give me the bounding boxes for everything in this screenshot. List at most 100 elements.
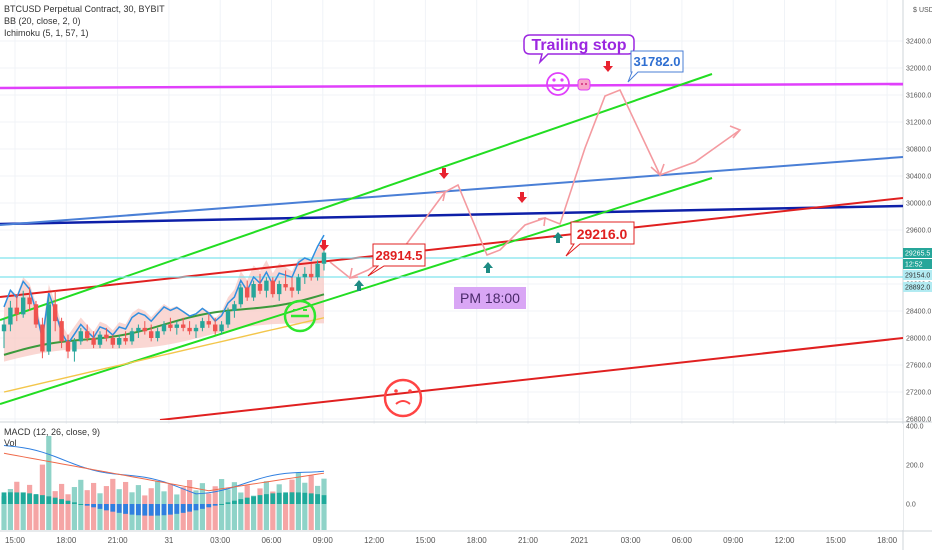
- pig-icon: [577, 78, 591, 91]
- candle: [187, 321, 192, 335]
- axes: $ USD32400.032000.031600.031200.030800.03…: [5, 7, 932, 545]
- candle: [219, 321, 224, 335]
- time-tick-label: 31: [164, 536, 173, 545]
- volume-bar: [257, 488, 263, 530]
- candle: [245, 280, 250, 301]
- candle: [283, 270, 288, 291]
- neutral-face-icon: [283, 299, 317, 333]
- candle: [65, 334, 71, 359]
- macd-histogram-bar: [206, 504, 212, 508]
- price-tick-label: 32000.0: [906, 66, 931, 73]
- macd-histogram-bar: [289, 492, 295, 504]
- macd-histogram-bar: [225, 502, 231, 504]
- volume-bar: [1, 496, 7, 530]
- price-tick-label: 27600.0: [906, 363, 931, 370]
- price-badge-text: 12:52: [905, 262, 923, 269]
- volume-bar: [46, 435, 52, 530]
- macd-histogram-bar: [174, 504, 180, 514]
- macd-histogram-bar: [72, 502, 77, 504]
- macd-histogram-bar: [244, 497, 250, 504]
- volume-bar: [283, 494, 289, 530]
- candle: [289, 277, 295, 298]
- time-tick-label: 15:00: [415, 536, 436, 545]
- buy-arrow-icon: [354, 280, 364, 291]
- macd-histogram-bar: [136, 504, 141, 516]
- signal-markers: [319, 61, 613, 291]
- candle: [8, 300, 13, 332]
- time-tick-label: 03:00: [210, 536, 231, 545]
- green-channel-upper: [0, 73, 713, 321]
- candle: [27, 287, 32, 311]
- price-tick-label: 30400.0: [906, 174, 931, 181]
- volume-bar: [59, 483, 65, 530]
- candle: [123, 331, 128, 345]
- volume-bar: [7, 488, 13, 530]
- macd-histogram-bar: [8, 492, 13, 504]
- volume-bar: [14, 481, 20, 530]
- price-badge-text: 29265.5: [905, 251, 930, 258]
- macd-histogram-bar: [46, 496, 52, 504]
- macd-histogram-bar: [78, 504, 84, 505]
- macd-tick-label: 200.0: [906, 463, 924, 470]
- macd-histogram-bar: [276, 492, 282, 504]
- signal-line: [3, 452, 325, 492]
- candle: [78, 327, 83, 345]
- red-upper-line: [0, 197, 903, 298]
- candle: [59, 317, 64, 349]
- sell-arrow-icon: [603, 61, 613, 72]
- time-tick-label: 21:00: [108, 536, 129, 545]
- navy-line: [0, 204, 903, 226]
- volume-bar: [174, 494, 180, 530]
- macd-histogram-bar: [104, 504, 109, 511]
- macd-histogram-bar: [270, 493, 276, 504]
- symbol-label: BTCUSD Perpetual Contract, 30, BYBIT: [4, 4, 165, 14]
- volume-bar: [276, 484, 282, 530]
- macd-histogram-bar: [161, 504, 167, 516]
- candle: [53, 290, 58, 332]
- volume-bar: [84, 490, 90, 530]
- volume-bar: [315, 485, 321, 530]
- pm-time-label: PM 18:00: [454, 287, 526, 309]
- trailing-stop-callout: Trailing stop: [523, 34, 635, 65]
- time-tick-label: 18:00: [877, 536, 898, 545]
- macd-histogram-bar: [84, 504, 90, 506]
- candle: [264, 277, 269, 298]
- macd-label: MACD (12, 26, close, 9): [4, 427, 101, 437]
- volume-bar: [97, 493, 103, 530]
- candle: [174, 321, 179, 335]
- macd-histogram-bar: [91, 504, 96, 508]
- candle: [142, 321, 147, 335]
- candle: [46, 297, 51, 355]
- macd-histogram-bar: [232, 500, 237, 504]
- macd-histogram-bar: [168, 504, 173, 515]
- volume-bar: [212, 486, 218, 530]
- candle: [213, 317, 218, 335]
- macd-pane: [0, 424, 903, 530]
- macd-histogram-bar: [193, 504, 199, 511]
- ichimoku-cloud: [4, 239, 324, 362]
- candle: [104, 327, 109, 342]
- candle: [270, 277, 275, 298]
- price-29216-text: 29216.0: [577, 226, 628, 242]
- ichimoku-indicator-label: Ichimoku (5, 1, 57, 1): [4, 28, 89, 38]
- volume-bar: [321, 478, 327, 530]
- candle: [309, 263, 314, 281]
- sad-face-icon: [383, 378, 423, 418]
- price-tick-label: 31200.0: [906, 120, 931, 127]
- sell-arrow-icon: [319, 240, 329, 251]
- macd-histogram-bar: [123, 504, 128, 514]
- volume-bar: [71, 487, 77, 530]
- candle: [149, 324, 154, 342]
- volume-bar: [219, 479, 225, 530]
- price-badge-text: 29154.0: [905, 273, 930, 280]
- price-tick-label: 28400.0: [906, 309, 931, 316]
- candle: [200, 317, 205, 332]
- volume-bar: [78, 479, 84, 530]
- macd-histogram-bar: [20, 492, 26, 504]
- pm-time-text: PM 18:00: [460, 290, 520, 306]
- magenta-resistance-line: [0, 82, 903, 90]
- macd-histogram-bar: [264, 494, 269, 504]
- smiley-icon: [546, 72, 570, 96]
- candle: [161, 321, 167, 335]
- trend-lines: [0, 73, 903, 420]
